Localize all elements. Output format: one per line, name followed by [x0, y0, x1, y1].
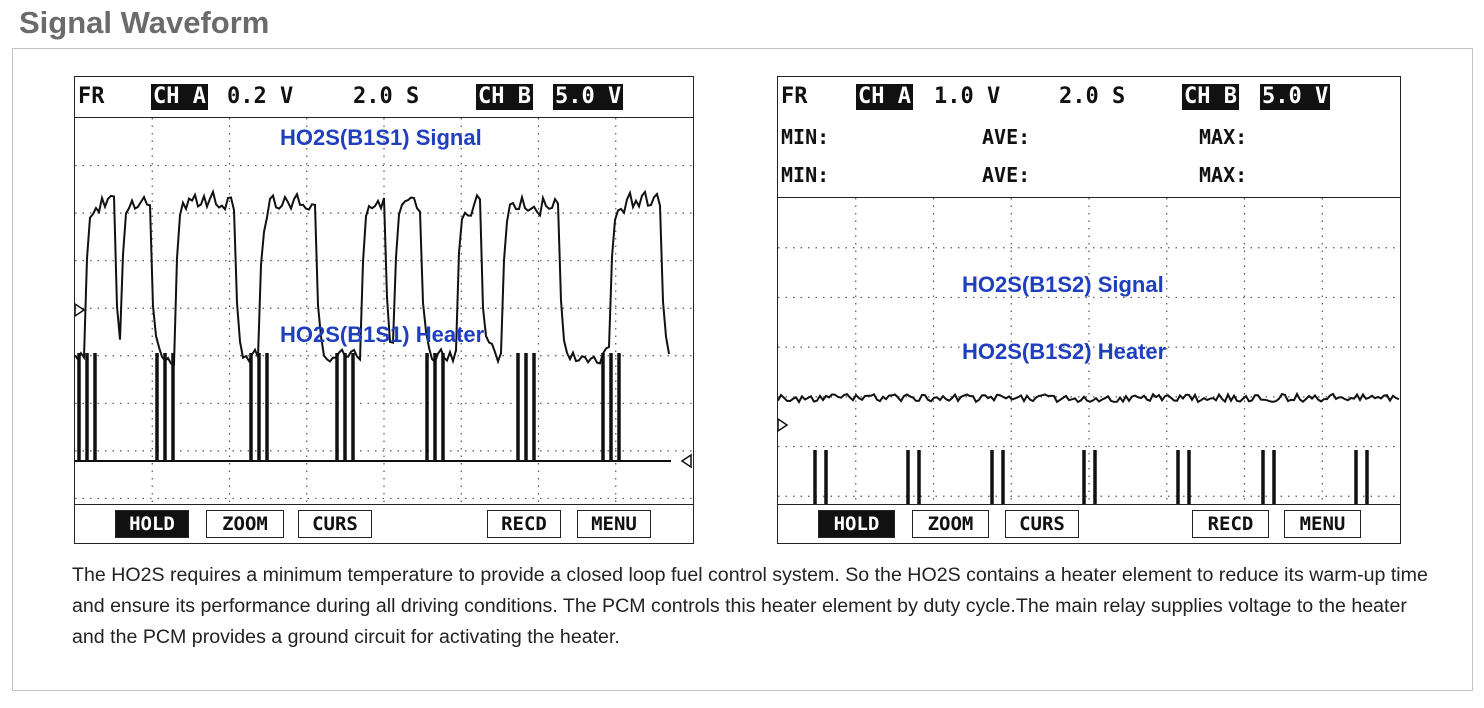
recd-button[interactable]: RECD: [1192, 510, 1269, 538]
softkey-bar: HOLD ZOOM CURS RECD MENU: [75, 504, 693, 543]
scope-header: FR CH A 0.2 V 2.0 S CH B 5.0 V: [75, 77, 693, 118]
softkey-bar: HOLD ZOOM CURS RECD MENU: [778, 504, 1400, 543]
heater-trace-label: HO2S(B1S2) Heater: [962, 339, 1167, 364]
signal-trace: [778, 391, 1400, 404]
scope-header: FR CH A 1.0 V 2.0 S CH B 5.0 V MIN: AVE:…: [778, 77, 1400, 198]
mode-indicator: FR: [781, 84, 808, 109]
time-scale: 2.0 S: [1059, 84, 1126, 109]
ch-b-label: CH B: [1182, 84, 1239, 110]
ch-a-max: MAX:: [1199, 125, 1248, 149]
oscilloscope-b1s1: FR CH A 0.2 V 2.0 S CH B 5.0 V HO2S(B1S1…: [74, 76, 694, 544]
ch-b-label: CH B: [476, 84, 533, 110]
curs-button[interactable]: CURS: [1005, 510, 1079, 538]
ch-a-label: CH A: [856, 84, 913, 110]
ch-b-min: MIN:: [781, 163, 830, 187]
description-text: The HO2S requires a minimum temperature …: [72, 564, 1428, 648]
ch-b-max: MAX:: [1199, 163, 1248, 187]
mode-indicator: FR: [78, 84, 105, 109]
menu-button[interactable]: MENU: [577, 510, 651, 538]
trigger-marker-left: [75, 303, 86, 317]
ch-a-label: CH A: [151, 84, 208, 110]
hold-button[interactable]: HOLD: [115, 510, 189, 538]
curs-button[interactable]: CURS: [298, 510, 372, 538]
heater-trace-label: HO2S(B1S1) Heater: [280, 322, 485, 347]
ch-a-min: MIN:: [781, 125, 830, 149]
recd-button[interactable]: RECD: [487, 510, 561, 538]
zoom-button[interactable]: ZOOM: [206, 510, 284, 538]
ch-b-ave: AVE:: [982, 163, 1031, 187]
hold-button[interactable]: HOLD: [818, 510, 895, 538]
time-scale: 2.0 S: [353, 84, 420, 109]
ch-a-scale: 0.2 V: [227, 84, 294, 109]
ch-b-scale: 5.0 V: [553, 84, 624, 110]
zoom-button[interactable]: ZOOM: [912, 510, 989, 538]
waveform-plot: [778, 198, 1400, 543]
oscilloscope-b1s2: FR CH A 1.0 V 2.0 S CH B 5.0 V MIN: AVE:…: [777, 76, 1401, 544]
waveform-svg: [778, 198, 1400, 543]
signal-trace-label: HO2S(B1S1) Signal: [280, 125, 482, 150]
ch-b-scale: 5.0 V: [1260, 84, 1331, 110]
ch-a-ave: AVE:: [982, 125, 1031, 149]
ch-a-scale: 1.0 V: [934, 84, 1001, 109]
trigger-marker-right: [680, 453, 692, 469]
waveform-plot: [75, 118, 693, 543]
waveform-svg: [75, 118, 693, 543]
trigger-marker-left: [778, 418, 789, 432]
signal-trace-label: HO2S(B1S2) Signal: [962, 272, 1164, 297]
page-title: Signal Waveform: [19, 5, 270, 40]
menu-button[interactable]: MENU: [1284, 510, 1361, 538]
